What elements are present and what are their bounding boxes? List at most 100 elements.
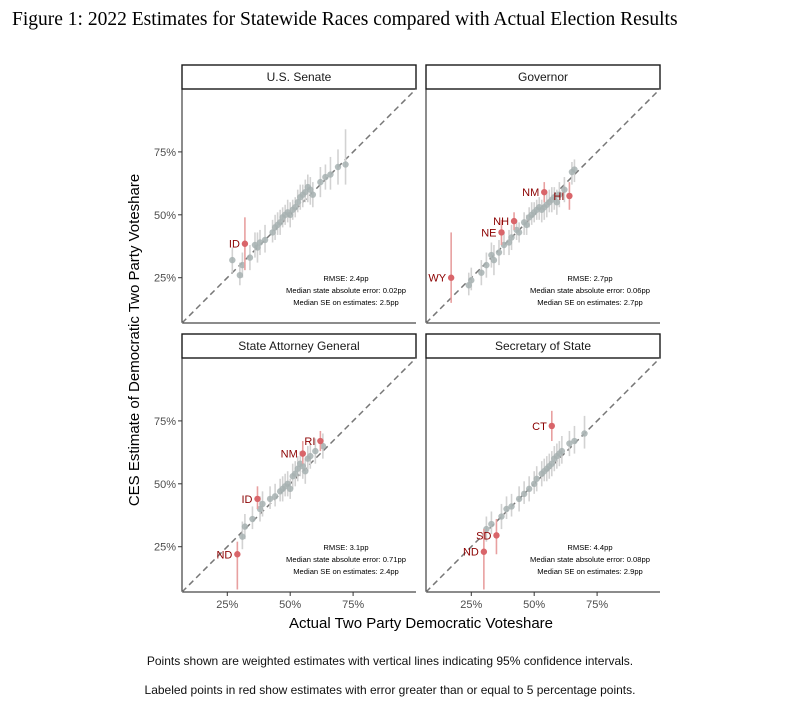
data-point (309, 191, 317, 198)
panel-title: Governor (518, 70, 568, 84)
data-point (276, 219, 284, 226)
point-label: HI (553, 191, 564, 203)
data-point (299, 462, 306, 470)
point-label: NE (481, 227, 496, 239)
data-point (508, 234, 515, 241)
panel-title: U.S. Senate (267, 70, 332, 84)
reference-line (181, 357, 417, 593)
point-label: RI (304, 436, 315, 448)
data-point (515, 495, 523, 503)
data-point-flagged (447, 274, 455, 281)
data-point (229, 256, 236, 264)
data-point-flagged (493, 532, 500, 539)
data-point (525, 485, 533, 493)
x-axis-title: Actual Two Party Democratic Voteshare (289, 615, 553, 632)
data-point (294, 465, 301, 472)
data-point-flagged (241, 240, 249, 247)
data-point (269, 229, 276, 236)
data-point-flagged (299, 450, 306, 457)
panel-strip (181, 333, 417, 359)
point-label: CT (532, 421, 547, 433)
data-point (505, 239, 513, 246)
point-label: NM (522, 187, 539, 199)
x-tick-label: 25% (460, 599, 482, 611)
x-tick-label: 50% (279, 599, 301, 611)
point-label: NH (493, 216, 509, 228)
panel-stat: RMSE: 2.7pp (567, 274, 612, 283)
data-point-flagged (498, 229, 505, 236)
data-point (266, 495, 274, 503)
data-point (478, 269, 485, 276)
data-point (259, 500, 266, 508)
data-point (239, 533, 246, 540)
data-point (292, 470, 299, 477)
data-point-flagged (510, 217, 518, 225)
data-point (302, 188, 309, 196)
panel-stat: Median state absolute error: 0.71pp (286, 555, 406, 564)
data-point (558, 447, 566, 455)
data-point (488, 251, 495, 259)
panel-strip (181, 64, 417, 90)
point-label: ND (463, 547, 479, 559)
point-label: NM (281, 449, 298, 461)
data-point (246, 254, 254, 261)
point-label: ID (229, 239, 240, 251)
data-point (327, 171, 334, 178)
figure-title: Figure 1: 2022 Estimates for Statewide R… (12, 9, 678, 30)
caption-ci-note: Points shown are weighted estimates with… (146, 654, 634, 668)
panel-title: Secretary of State (495, 339, 591, 353)
data-point (307, 186, 314, 193)
point-label: ID (241, 494, 252, 506)
data-point (261, 236, 269, 244)
y-tick-label: 50% (154, 210, 176, 222)
data-point (581, 430, 588, 437)
data-point-flagged (480, 548, 488, 555)
data-point (468, 277, 475, 284)
x-tick-label: 50% (523, 599, 545, 611)
data-point (530, 480, 538, 488)
data-point (249, 515, 256, 523)
data-point (294, 199, 301, 206)
data-point (307, 452, 314, 460)
data-point (533, 475, 540, 482)
y-tick-label: 25% (154, 273, 176, 285)
data-point (556, 191, 563, 198)
data-point (488, 520, 495, 528)
y-tick-label: 50% (154, 479, 176, 491)
data-point (334, 163, 342, 171)
data-point (319, 442, 327, 450)
panel-stat: Median SE on estimates: 2.4pp (293, 567, 399, 576)
data-point (302, 468, 309, 475)
data-point (498, 513, 505, 520)
x-tick-label: 25% (216, 599, 238, 611)
x-tick-label: 75% (342, 599, 364, 611)
data-point (465, 282, 472, 289)
data-point-flagged (548, 422, 556, 430)
data-point (284, 480, 291, 488)
data-point-flagged (254, 495, 261, 503)
reference-line (181, 88, 417, 324)
point-label: SD (476, 530, 491, 542)
panel-stat: RMSE: 3.1pp (323, 543, 368, 552)
panel-stat: RMSE: 4.4pp (567, 543, 612, 552)
data-point (495, 249, 503, 256)
data-point-flagged (541, 188, 548, 196)
data-point-flagged (317, 437, 324, 445)
data-point (566, 440, 573, 447)
data-point (271, 493, 279, 500)
data-point (561, 186, 568, 193)
data-point (551, 193, 558, 201)
data-point (490, 256, 498, 264)
data-point (508, 503, 515, 510)
data-point-flagged (566, 192, 573, 200)
y-axis-title: CES Estimate of Democratic Two Party Vot… (126, 174, 143, 506)
data-point (286, 485, 294, 493)
panel-stat: Median state absolute error: 0.02pp (286, 286, 406, 295)
panel-stat: Median SE on estimates: 2.9pp (537, 567, 643, 576)
data-point (520, 490, 528, 498)
point-label: WY (428, 273, 446, 285)
panel-stat: Median state absolute error: 0.08pp (530, 555, 650, 564)
panel-stat: Median state absolute error: 0.06pp (530, 286, 650, 295)
data-point (483, 525, 490, 533)
